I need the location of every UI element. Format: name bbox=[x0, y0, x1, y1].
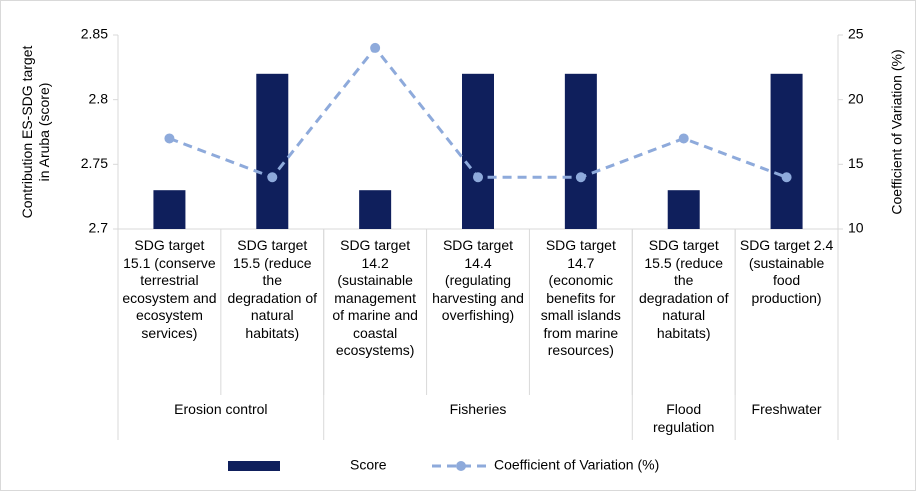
line-point bbox=[473, 172, 483, 183]
y2-tick-label: 20 bbox=[848, 90, 864, 106]
bar bbox=[153, 190, 186, 229]
x-tick-label: SDG target 15.5 (reduce the degradation … bbox=[638, 237, 729, 341]
legend-label: Score bbox=[350, 457, 387, 473]
bar bbox=[256, 73, 289, 229]
group-label: Freshwater bbox=[751, 401, 822, 417]
bar bbox=[770, 73, 803, 229]
bar bbox=[564, 73, 597, 229]
legend-swatch bbox=[228, 461, 280, 471]
legend-label: Coefficient of Variation (%) bbox=[494, 457, 659, 473]
y2-tick-label: 10 bbox=[848, 220, 864, 236]
y-axis-label: Contribution ES-SDG targetin Aruba (scor… bbox=[19, 46, 52, 219]
group-label: Erosion control bbox=[174, 401, 268, 417]
y2-tick-label: 15 bbox=[848, 155, 864, 171]
x-tick-label: SDG target 14.4 (regulating harvesting a… bbox=[432, 237, 524, 323]
y-tick-label: 2.75 bbox=[81, 155, 108, 171]
y2-axis-label: Coefficient of Variation (%) bbox=[889, 49, 905, 214]
group-label: Flood regulation bbox=[652, 401, 715, 435]
x-tick-label: SDG target 14.7 (economic benefits for s… bbox=[540, 237, 621, 358]
y-tick-label: 2.7 bbox=[89, 220, 109, 236]
x-tick-label: SDG target 15.5 (reduce the degradation … bbox=[227, 237, 318, 341]
group-label: Fisheries bbox=[449, 401, 507, 417]
bar bbox=[667, 190, 700, 229]
line-point bbox=[267, 172, 278, 183]
legend-marker bbox=[456, 461, 466, 471]
x-tick-label: SDG target 14.2 (sustainable management … bbox=[332, 237, 418, 358]
line-point bbox=[678, 133, 689, 144]
bar bbox=[462, 73, 494, 229]
y-tick-label: 2.85 bbox=[81, 26, 108, 42]
line-point bbox=[575, 172, 586, 183]
y-axis-label-line: in Aruba (score) bbox=[36, 83, 52, 182]
line-point bbox=[164, 133, 175, 144]
y-tick-label: 2.8 bbox=[89, 90, 109, 106]
bar bbox=[359, 190, 392, 229]
y-axis-label-line: Contribution ES-SDG target bbox=[19, 46, 35, 219]
x-tick-label: SDG target 2.4 (sustainable food product… bbox=[739, 237, 834, 306]
x-tick-label: SDG target 15.1 (conserve terrestrial ec… bbox=[122, 237, 217, 341]
line-point bbox=[370, 42, 381, 53]
y2-tick-label: 25 bbox=[848, 26, 864, 42]
line-point bbox=[781, 172, 792, 183]
